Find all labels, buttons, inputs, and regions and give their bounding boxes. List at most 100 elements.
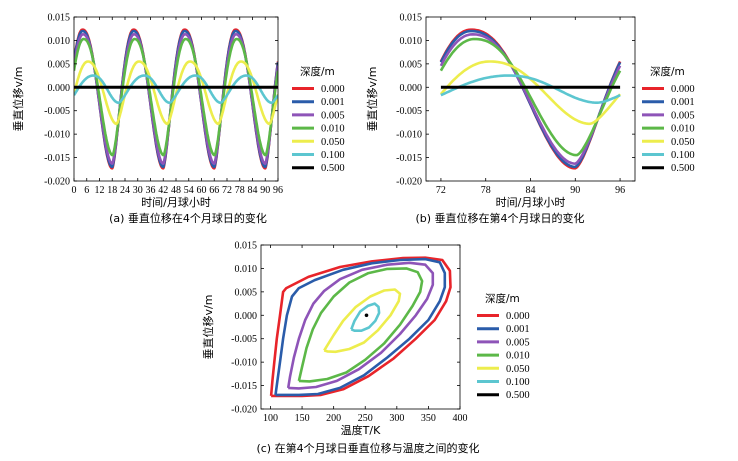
y-axis-label: 垂直位移v/m — [11, 67, 25, 132]
x-tick-label: 36 — [146, 185, 156, 196]
panel-c: -0.020 -0.015 -0.010 -0.005 0.000 0.005 0.010 0… — [201, 241, 530, 438]
series-line-0.001 — [274, 257, 447, 397]
legend-title: 深度/m — [650, 65, 685, 78]
panel-b: -0.020 -0.015 -0.010 -0.005 0.000 0.005 0.010 0… — [365, 13, 695, 210]
y-tick-label: 0.015 — [48, 13, 71, 24]
x-tick-label: 150 — [295, 413, 310, 424]
x-tick-label: 66 — [209, 185, 219, 196]
series-line-0.010 — [439, 37, 622, 157]
y-tick-label: 0.010 — [400, 36, 423, 47]
x-tick-label: 54 — [184, 185, 194, 196]
x-tick-label: 84 — [526, 185, 536, 196]
legend-label-0.010: 0.010 — [506, 351, 530, 362]
y-tick-label: 0.010 — [48, 36, 71, 47]
x-tick-label: 400 — [453, 413, 468, 424]
x-tick-label: 72 — [436, 185, 446, 196]
legend-label-0.500: 0.500 — [506, 390, 530, 401]
y-tick-label: -0.015 — [396, 153, 422, 164]
legend-label-0.050: 0.050 — [671, 137, 695, 148]
caption-b: (b) 垂直位移在第4个月球日的变化 — [415, 211, 584, 225]
y-tick-label: 0.005 — [48, 59, 71, 70]
series-line-0.100 — [350, 302, 381, 332]
series-line-0.010 — [74, 37, 278, 157]
x-tick-label: 12 — [95, 185, 105, 196]
x-tick-label: 300 — [389, 413, 404, 424]
series-line-0.100 — [440, 74, 621, 104]
x-axis-label: 时间/月球小时 — [496, 195, 566, 209]
x-tick-label: 250 — [358, 413, 373, 424]
x-tick-label: 96 — [273, 185, 283, 196]
legend-label-0.500: 0.500 — [321, 163, 345, 174]
legend-label-0.000: 0.000 — [506, 311, 530, 322]
y-tick-label: -0.005 — [231, 334, 257, 345]
y-tick-label: 0.005 — [235, 287, 258, 298]
x-tick-label: 48 — [171, 185, 181, 196]
x-tick-label: 200 — [326, 413, 341, 424]
y-tick-label: -0.010 — [44, 130, 70, 141]
legend-label-0.001: 0.001 — [671, 97, 695, 108]
x-tick-label: 100 — [263, 413, 278, 424]
x-tick-label: 78 — [481, 185, 491, 196]
x-tick-label: 24 — [120, 185, 130, 196]
y-tick-label: 0.000 — [400, 83, 423, 94]
x-tick-label: 6 — [84, 185, 89, 196]
legend: 深度/m 0.000 0.001 0.005 0.010 0.050 0.100 0.500 — [642, 65, 695, 174]
y-tick-label: -0.015 — [231, 381, 257, 392]
series-line-0.050 — [323, 288, 402, 354]
y-axis-label: 垂直位移v/m — [365, 67, 379, 132]
y-tick-label: -0.015 — [44, 153, 70, 164]
y-tick-label: -0.010 — [231, 358, 257, 369]
caption-c: (c) 在第4个月球日垂直位移与温度之间的变化 — [256, 441, 479, 455]
legend-title: 深度/m — [300, 65, 335, 78]
x-tick-label: 0 — [72, 185, 77, 196]
y-tick-label: -0.005 — [44, 106, 70, 117]
legend-label-0.010: 0.010 — [671, 124, 695, 135]
legend-label-0.005: 0.005 — [671, 110, 695, 121]
legend-label-0.005: 0.005 — [321, 110, 345, 121]
x-tick-label: 350 — [421, 413, 436, 424]
axes-frame — [260, 244, 461, 410]
legend-label-0.100: 0.100 — [321, 150, 345, 161]
series-line-0.100 — [74, 74, 278, 104]
legend-label-0.000: 0.000 — [321, 84, 345, 95]
series-line-0.050 — [439, 60, 622, 126]
series-point-0.500 — [364, 313, 369, 318]
x-tick-label: 72 — [222, 185, 232, 196]
y-tick-label: -0.020 — [231, 405, 257, 416]
legend-label-0.001: 0.001 — [321, 97, 345, 108]
y-tick-label: 0.010 — [235, 264, 258, 275]
y-tick-label: -0.020 — [44, 177, 70, 188]
y-tick-label: 0.015 — [400, 13, 423, 24]
x-tick-label: 42 — [158, 185, 168, 196]
x-tick-label: 84 — [248, 185, 258, 196]
x-tick-label: 30 — [133, 185, 143, 196]
legend: 深度/m 0.000 0.001 0.005 0.010 0.050 0.100 0.500 — [292, 65, 345, 174]
legend-label-0.000: 0.000 — [671, 84, 695, 95]
x-tick-label: 60 — [197, 185, 207, 196]
legend-label-0.050: 0.050 — [506, 364, 530, 375]
y-tick-label: -0.020 — [396, 177, 422, 188]
legend-label-0.500: 0.500 — [671, 163, 695, 174]
x-tick-label: 96 — [615, 185, 625, 196]
legend: 深度/m 0.000 0.001 0.005 0.010 0.050 0.100 0.500 — [477, 292, 530, 401]
legend-label-0.100: 0.100 — [506, 377, 530, 388]
legend-title: 深度/m — [485, 292, 520, 305]
y-tick-label: -0.005 — [396, 106, 422, 117]
x-tick-label: 90 — [570, 185, 580, 196]
series-line-0.005 — [286, 261, 435, 390]
series-line-0.000 — [269, 256, 452, 398]
plot-area — [439, 28, 622, 170]
legend-label-0.100: 0.100 — [671, 150, 695, 161]
panel-a: -0.020 -0.015 -0.010 -0.005 0.000 0.005 0.010 0… — [11, 13, 345, 210]
y-tick-label: 0.015 — [235, 241, 258, 252]
y-tick-label: 0.005 — [400, 59, 423, 70]
x-tick-label: 78 — [235, 185, 245, 196]
y-tick-label: -0.010 — [396, 130, 422, 141]
x-tick-label: 18 — [107, 185, 117, 196]
x-tick-label: 90 — [260, 185, 270, 196]
y-tick-label: 0.000 — [48, 83, 71, 94]
legend-label-0.005: 0.005 — [506, 337, 530, 348]
y-tick-label: 0.000 — [235, 311, 258, 322]
x-axis-label: 时间/月球小时 — [141, 195, 211, 209]
